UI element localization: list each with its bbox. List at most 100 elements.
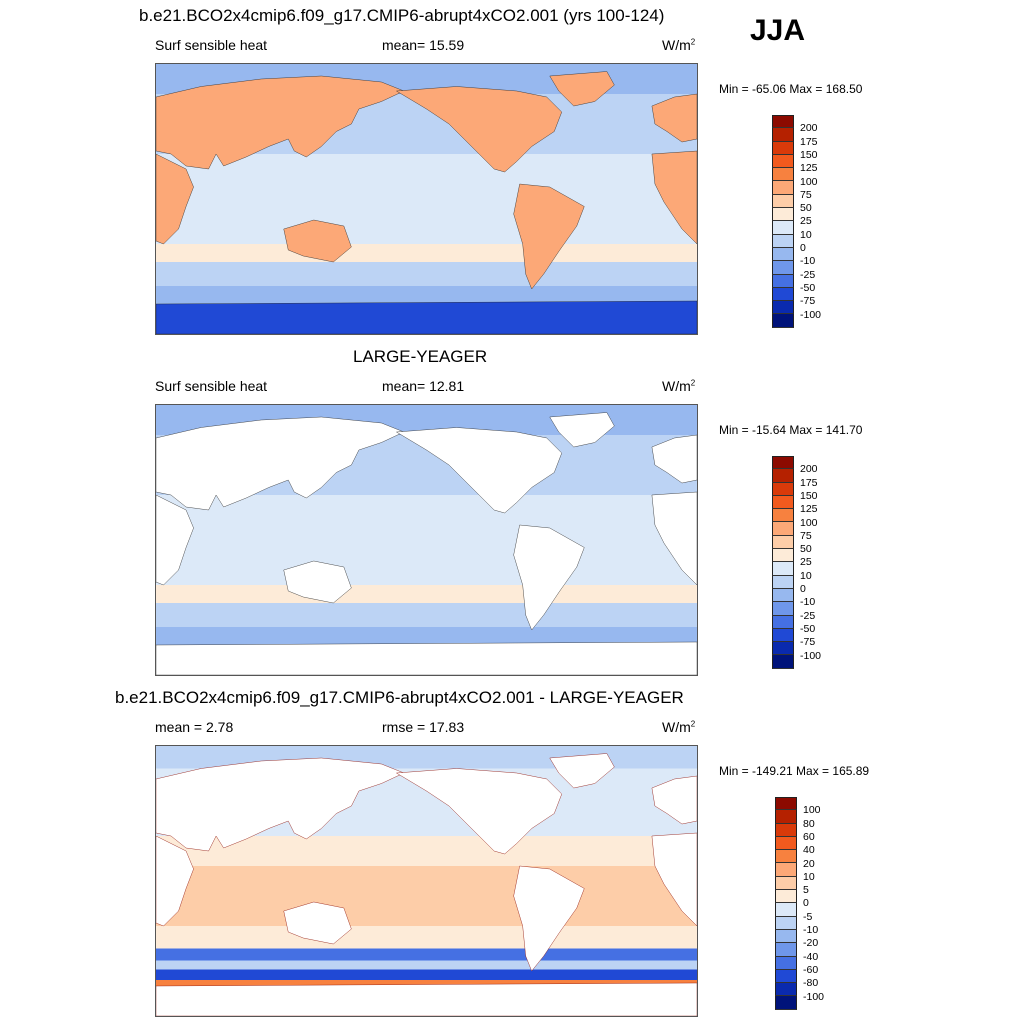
colorbar-swatch — [775, 890, 797, 904]
map-field-band — [156, 286, 697, 304]
panel1-units: W/m2 — [662, 37, 696, 53]
colorbar-tick-label: 100 — [800, 175, 818, 188]
colorbar-swatch — [772, 154, 794, 169]
panel1-variable-label: Surf sensible heat — [155, 37, 268, 53]
colorbar-tick-label: -10 — [800, 255, 816, 268]
colorbar-tick-label: 75 — [800, 529, 812, 542]
colorbar-swatch — [772, 128, 794, 142]
colorbar-swatch — [772, 642, 794, 656]
colorbar-swatch — [775, 797, 797, 811]
map-field-band — [156, 214, 697, 244]
colorbar-swatch — [772, 588, 794, 603]
colorbar-swatch — [775, 916, 797, 930]
continent-namerica — [396, 428, 561, 514]
colorbar-tick-label: 0 — [800, 242, 806, 254]
colorbar-tick-label: -100 — [800, 649, 822, 662]
panel3-minmax: Min = -149.21 Max = 165.89 — [719, 764, 870, 778]
panel2-mean-label: mean= 12.81 — [382, 378, 465, 394]
colorbar-swatch — [772, 522, 794, 536]
map-field-band — [156, 495, 697, 555]
continent-africa — [156, 833, 697, 926]
colorbar-tick-label: -80 — [803, 977, 819, 990]
panel3-title: b.e21.BCO2x4cmip6.f09_g17.CMIP6-abrupt4x… — [115, 688, 684, 707]
map-field-band — [156, 948, 697, 961]
panel1-minmax: Min = -65.06 Max = 168.50 — [719, 82, 863, 96]
colorbar-tick-label: 20 — [803, 857, 815, 870]
map-field-band — [156, 960, 697, 970]
panel3-units: W/m2 — [662, 719, 696, 735]
panel2-colorbar: 200 175 150 125 100 75 50 25 10 0 -10 -25 -50 -75 -100 — [772, 456, 821, 669]
colorbar-swatch — [775, 863, 797, 877]
colorbar-swatch — [772, 234, 794, 248]
continent-eurasia — [156, 76, 404, 169]
continent-australia — [284, 561, 352, 603]
colorbar-tick-label: -40 — [803, 950, 819, 963]
colorbar-swatch — [772, 287, 794, 302]
colorbar-tick-label: 175 — [800, 135, 818, 148]
colorbar-swatch — [772, 141, 794, 155]
map-field-band — [156, 154, 697, 214]
colorbar-swatch — [772, 549, 794, 563]
continent-samerica — [514, 866, 585, 971]
colorbar-tick-label: 0 — [800, 583, 806, 595]
map-field-band — [156, 866, 697, 926]
continent-namerica — [396, 769, 561, 855]
colorbar-tick-label: -50 — [800, 281, 816, 294]
map-field-band — [156, 969, 697, 980]
colorbar-swatch — [775, 929, 797, 944]
colorbar-swatch — [772, 562, 794, 576]
panel2-variable-label: Surf sensible heat — [155, 378, 268, 394]
map-field-band — [156, 926, 697, 949]
colorbar-tick-label: 0 — [803, 897, 809, 910]
colorbar-tick-label: -75 — [800, 295, 816, 308]
colorbar-swatch — [772, 247, 794, 262]
colorbar-swatch — [772, 208, 794, 222]
panel1-colorbar: 200 175 150 125 100 75 50 25 10 0 -10 -25 -50 -75 -100 — [772, 115, 821, 328]
colorbar-swatch — [772, 495, 794, 510]
map-field-band — [156, 555, 697, 585]
colorbar-tick-label: -75 — [800, 636, 816, 649]
continent-namerica — [396, 87, 561, 173]
map-field-band — [156, 585, 697, 603]
colorbar-tick-label: 25 — [800, 215, 812, 228]
colorbar-swatch — [772, 115, 794, 129]
map-field-band — [156, 262, 697, 286]
colorbar-tick-label: 60 — [803, 830, 815, 843]
colorbar-swatch — [775, 969, 797, 984]
colorbar-swatch — [775, 836, 797, 851]
map-field-band — [156, 603, 697, 627]
colorbar-tick-label: -25 — [800, 609, 816, 622]
continent-antarctica — [156, 983, 697, 1016]
panel1-mean-label: mean= 15.59 — [382, 37, 465, 53]
colorbar-swatch — [775, 903, 797, 917]
panel1-map — [155, 63, 698, 335]
colorbar-swatch — [772, 456, 794, 470]
map-field-band — [156, 836, 697, 866]
colorbar-tick-label: 5 — [803, 884, 809, 897]
colorbar-tick-label: 10 — [800, 569, 812, 582]
colorbar-tick-label: 150 — [800, 148, 818, 161]
colorbar-swatch — [775, 810, 797, 824]
colorbar-tick-label: 150 — [800, 489, 818, 502]
colorbar-swatch — [775, 996, 797, 1010]
continent-australia — [284, 220, 352, 262]
colorbar-tick-label: 25 — [800, 556, 812, 569]
colorbar-swatch — [772, 181, 794, 195]
colorbar-swatch — [775, 850, 797, 864]
continent-samerica — [514, 184, 585, 289]
colorbar-swatch — [772, 628, 794, 643]
continent-greenland — [550, 72, 615, 107]
colorbar-tick-label: -10 — [800, 596, 816, 609]
colorbar-swatch — [772, 301, 794, 315]
colorbar-swatch — [772, 168, 794, 182]
colorbar-tick-label: -60 — [803, 963, 819, 976]
colorbar-swatch — [772, 469, 794, 483]
panel3-map — [155, 745, 698, 1017]
colorbar-tick-label: 100 — [803, 804, 821, 817]
colorbar-swatch — [772, 194, 794, 209]
colorbar-swatch — [772, 274, 794, 288]
colorbar-tick-label: 100 — [800, 516, 818, 529]
panel2-units: W/m2 — [662, 378, 696, 394]
colorbar-swatch — [772, 482, 794, 496]
panel2-map — [155, 404, 698, 676]
